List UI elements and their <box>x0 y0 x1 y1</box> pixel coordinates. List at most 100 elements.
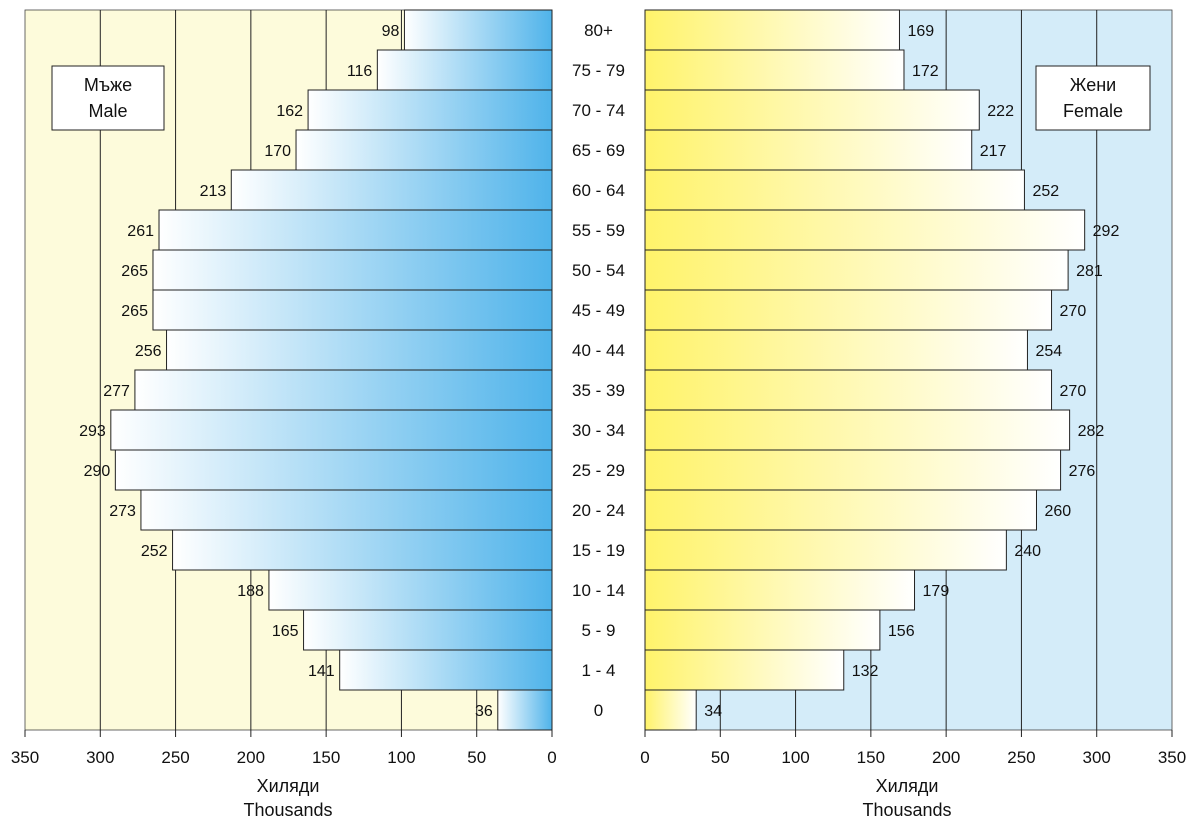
bars <box>110 9 1086 731</box>
male-bar <box>152 249 553 291</box>
male-x-tick-label: 150 <box>312 748 340 767</box>
male-value-label: 290 <box>84 463 111 480</box>
male-value-label: 165 <box>272 623 299 640</box>
female-x-tick-label: 150 <box>857 748 885 767</box>
male-axis-title: Хиляди Thousands <box>243 776 332 820</box>
female-value-label: 270 <box>1060 303 1087 320</box>
female-bar <box>644 329 1028 371</box>
age-group-label: 1 - 4 <box>581 661 615 680</box>
male-bar <box>172 529 553 571</box>
male-x-tick-label: 50 <box>467 748 486 767</box>
female-x-tick-label: 50 <box>711 748 730 767</box>
female-x-tick-label: 200 <box>932 748 960 767</box>
age-group-label: 60 - 64 <box>572 181 625 200</box>
female-bar <box>644 249 1069 291</box>
male-value-label: 265 <box>121 303 148 320</box>
male-bar <box>295 129 553 171</box>
female-value-label: 281 <box>1076 263 1103 280</box>
age-group-label: 10 - 14 <box>572 581 625 600</box>
female-value-label: 252 <box>1032 183 1059 200</box>
female-x-tick-label: 0 <box>640 748 649 767</box>
male-bar <box>140 489 553 531</box>
female-bar <box>644 289 1053 331</box>
female-value-label: 254 <box>1035 343 1062 360</box>
male-bar <box>166 329 553 371</box>
female-legend-line-1: Жени <box>1070 75 1116 95</box>
age-group-label: 80+ <box>584 21 613 40</box>
male-x-tick-label: 200 <box>237 748 265 767</box>
female-bar <box>644 89 980 131</box>
age-group-label: 15 - 19 <box>572 541 625 560</box>
female-bar <box>644 489 1037 531</box>
male-x-tick-label: 0 <box>547 748 556 767</box>
male-bar <box>497 689 553 731</box>
female-bar <box>644 689 697 731</box>
male-axis-title-line-2: Thousands <box>243 800 332 820</box>
age-group-label: 55 - 59 <box>572 221 625 240</box>
female-value-label: 260 <box>1044 503 1071 520</box>
male-value-label: 188 <box>237 583 264 600</box>
male-bar <box>268 569 553 611</box>
male-value-label: 252 <box>141 543 168 560</box>
female-value-label: 276 <box>1069 463 1096 480</box>
female-bar <box>644 369 1053 411</box>
female-bar <box>644 569 916 611</box>
female-axis-title-line-2: Thousands <box>862 800 951 820</box>
age-group-label: 65 - 69 <box>572 141 625 160</box>
male-axis-title-line-1: Хиляди <box>257 776 320 796</box>
male-x-tick-label: 250 <box>161 748 189 767</box>
male-legend-line-2: Male <box>88 101 127 121</box>
female-value-label: 292 <box>1093 223 1120 240</box>
female-value-label: 34 <box>704 703 722 720</box>
male-value-label: 98 <box>382 23 400 40</box>
male-value-label: 162 <box>276 103 303 120</box>
age-group-label: 35 - 39 <box>572 381 625 400</box>
female-value-label: 217 <box>980 143 1007 160</box>
male-x-tick-label: 350 <box>11 748 39 767</box>
female-value-label: 240 <box>1014 543 1041 560</box>
male-value-label: 256 <box>135 343 162 360</box>
age-group-label: 75 - 79 <box>572 61 625 80</box>
male-value-label: 265 <box>121 263 148 280</box>
age-group-label: 70 - 74 <box>572 101 625 120</box>
male-value-label: 213 <box>200 183 227 200</box>
female-axis-title-line-1: Хиляди <box>876 776 939 796</box>
male-value-label: 277 <box>103 383 130 400</box>
male-x-tick-label: 300 <box>86 748 114 767</box>
female-value-label: 172 <box>912 63 939 80</box>
female-x-tick-label: 250 <box>1007 748 1035 767</box>
female-bar <box>644 49 905 91</box>
female-value-label: 282 <box>1078 423 1105 440</box>
male-bar <box>303 609 553 651</box>
female-bar <box>644 609 881 651</box>
male-value-label: 261 <box>127 223 154 240</box>
female-bar <box>644 409 1071 451</box>
value-labels: 98 169 116 172 162 222 170 217 213 252 261 292 265 28… <box>79 23 1119 720</box>
age-group-label: 0 <box>594 701 603 720</box>
male-bar <box>339 649 553 691</box>
axis-ticks: 0 0 50 50 100 100 150 150 200 200 250 250 300 300 350 3… <box>11 748 1186 767</box>
age-group-label: 50 - 54 <box>572 261 625 280</box>
female-legend: Жени Female <box>1035 65 1151 131</box>
male-bar <box>376 49 553 91</box>
female-value-label: 132 <box>852 663 879 680</box>
female-value-label: 270 <box>1060 383 1087 400</box>
female-value-label: 222 <box>987 103 1014 120</box>
female-axis-title: Хиляди Thousands <box>862 776 951 820</box>
age-group-label: 25 - 29 <box>572 461 625 480</box>
female-bar <box>644 209 1086 251</box>
age-group-label: 40 - 44 <box>572 341 625 360</box>
male-bar <box>158 209 553 251</box>
female-legend-box <box>1035 65 1151 131</box>
female-legend-line-2: Female <box>1063 101 1123 121</box>
male-bar <box>110 409 553 451</box>
male-bar <box>134 369 553 411</box>
male-value-label: 116 <box>347 63 373 80</box>
male-value-label: 170 <box>264 143 291 160</box>
female-x-tick-label: 350 <box>1158 748 1186 767</box>
male-bar <box>403 9 553 51</box>
male-bar <box>152 289 553 331</box>
male-legend-box <box>51 65 165 131</box>
female-value-label: 179 <box>923 583 950 600</box>
